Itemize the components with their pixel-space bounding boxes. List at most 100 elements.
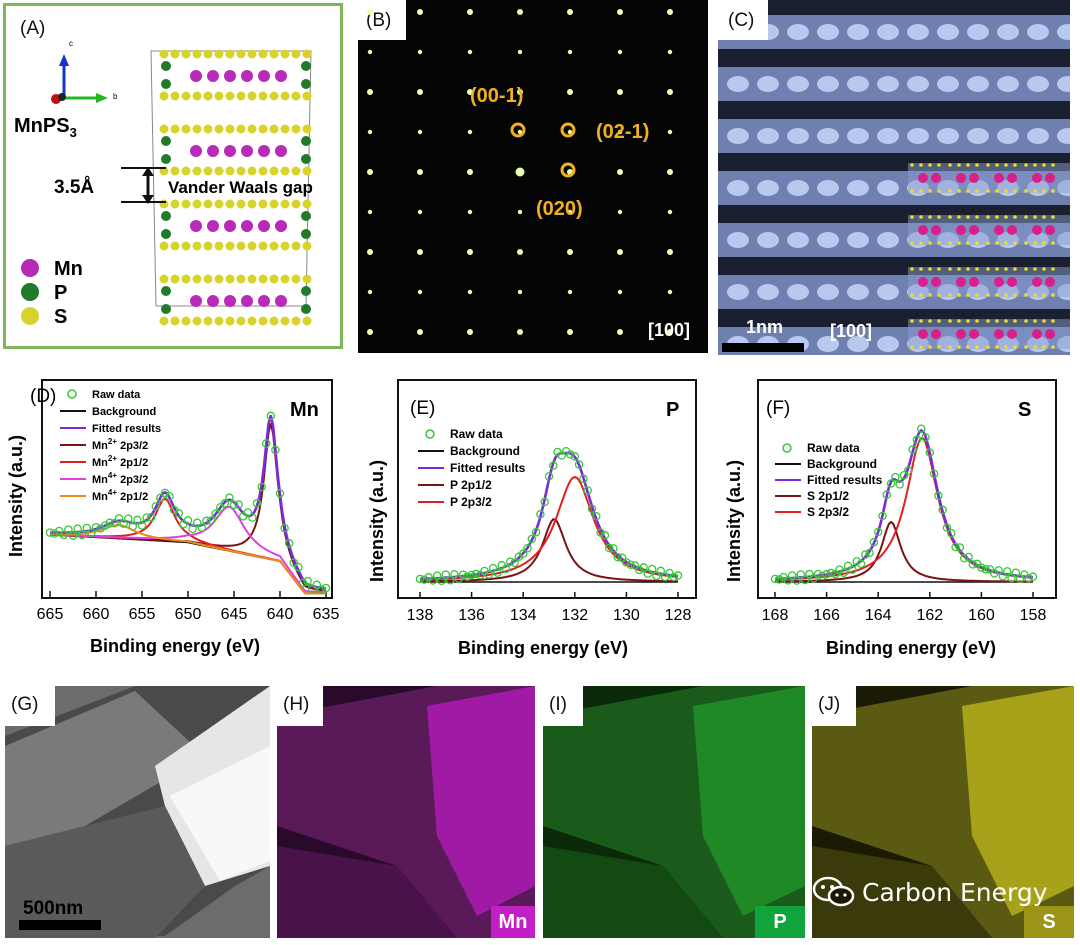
diffraction-spot [517,129,523,135]
raw-data-point [570,452,580,461]
mn-atom [258,220,270,232]
diffraction-spot [567,249,573,255]
s-atom [247,274,257,284]
raw-data-point [921,433,930,442]
raw-data-point [142,513,151,522]
diffraction-spot [417,129,423,135]
s-atom [214,166,224,176]
s-atom [225,274,235,284]
panel-d-label: (D) [30,386,56,407]
s-atom [247,166,257,176]
raw-data-point [523,543,532,553]
panel-a: (A) c b MnPS3 3.5Å Vander Waals gap Mn P… [3,3,343,349]
s-atom [269,91,279,101]
s-atom [1033,319,1037,323]
diffraction-spot [467,249,473,255]
stem-image: 1nm [100] [718,0,1070,355]
s-atom [159,199,169,209]
s-atom [192,199,202,209]
diffraction-spot [367,169,373,175]
s-atom [928,241,932,245]
s-atom [975,215,979,219]
panel-a-label: (A) [20,18,46,39]
s-atom [291,199,301,209]
s-atom [975,293,979,297]
s-atom [966,293,970,297]
s-atom [1051,319,1055,323]
raw-data-point [830,569,840,579]
x-tick-label: 162 [916,607,943,624]
diffraction-spot [617,129,623,135]
s-atom [928,267,932,271]
s-atom [1024,241,1028,245]
atom-column [1057,128,1070,144]
mn-atom [1032,173,1042,183]
s-atom [269,199,279,209]
s-atom [269,124,279,134]
diffraction-spot [367,209,373,215]
s-atom [910,215,914,219]
raw-data-point [912,435,922,445]
diffraction-spot [617,169,623,175]
s-atom [302,166,312,176]
s-atom [159,91,169,101]
atom-column [757,128,779,144]
raw-data-point [775,575,784,584]
s-atom [995,163,999,167]
s-atom [247,91,257,101]
atom-column [967,128,989,144]
diffraction-spot [567,329,573,335]
raw-data-point [463,572,472,581]
p-atom [301,61,311,71]
atom-column [1057,76,1070,92]
s-atom [225,49,235,59]
s-atom [225,199,235,209]
s-atom [986,241,990,245]
raw-data-point [818,571,827,581]
atom-column [997,24,1019,40]
raw-data-point [128,522,138,531]
raw-data-point [994,566,1003,575]
mn-atom [224,295,236,307]
panel-h-label: (H) [283,694,310,715]
s-atom [1051,267,1055,271]
atom-column [847,232,869,248]
diffraction-spot [367,9,373,15]
p-legend-dot [21,283,39,301]
raw-data-point [600,531,610,540]
s-atom [214,199,224,209]
s-atom [986,267,990,271]
s-atom [948,345,952,349]
s-atom [181,91,191,101]
diffraction-spot [467,89,473,95]
legend-label: S 2p1/2 [807,489,849,503]
atom-column [877,128,899,144]
raw-data-point [1007,573,1016,583]
s-atom [236,274,246,284]
diffraction-spot [667,249,673,255]
s-atom [1013,267,1017,271]
s-atom [214,49,224,59]
diffraction-spot [617,249,623,255]
x-tick-label: 164 [865,607,892,624]
raw-data-point [110,518,119,528]
p-atom [161,286,171,296]
s-map-tag: S [1024,906,1074,938]
atom-column [727,76,749,92]
legend-label: Mn2+ 2p1/2 [92,454,148,469]
mn-atom [207,145,219,157]
crystal-structure: c b MnPS3 3.5Å Vander Waals gap Mn P S [14,39,313,328]
raw-data-point [220,499,230,508]
s-atom [302,316,312,326]
raw-data-point [959,553,969,563]
s-atom [966,241,970,245]
mn-atom [1045,173,1055,183]
s-atom [302,241,312,251]
chart-d-xlabel: Binding energy (eV) [90,636,260,656]
x-tick-label: 660 [83,606,110,623]
s-atom [225,91,235,101]
mn-atom [241,220,253,232]
raw-data-point [947,528,956,538]
zone-axis-c: [100] [830,321,872,341]
raw-data-point [133,515,142,525]
